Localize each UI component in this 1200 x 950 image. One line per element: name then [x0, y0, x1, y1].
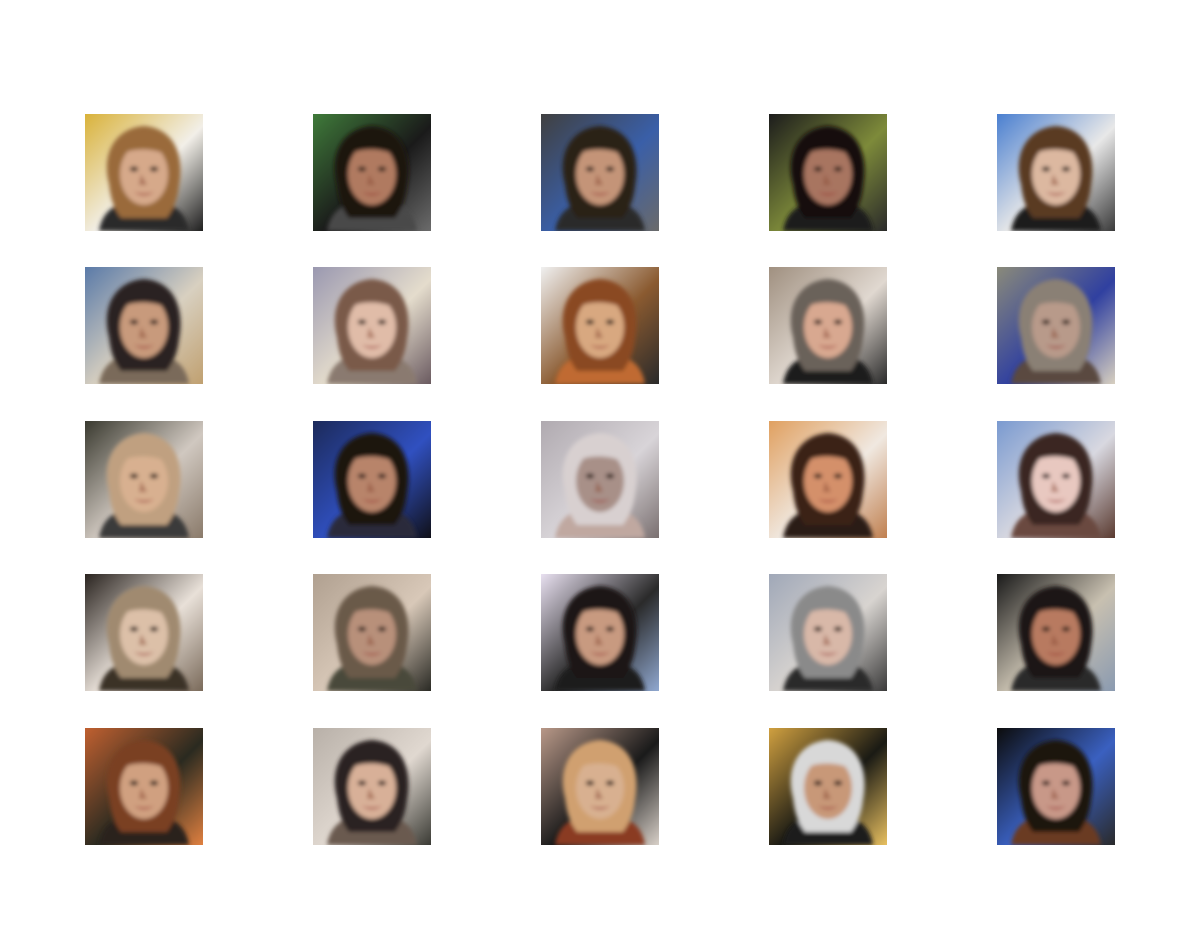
face-sample-14	[769, 421, 887, 538]
face-sample-image	[997, 421, 1115, 538]
face-sample-image	[541, 728, 659, 845]
face-sample-9	[769, 267, 887, 384]
face-sample-image	[85, 114, 203, 231]
face-sample-19	[769, 574, 887, 691]
face-sample-image	[541, 114, 659, 231]
face-sample-image	[769, 267, 887, 384]
face-sample-image	[313, 574, 431, 691]
face-sample-image	[997, 114, 1115, 231]
face-sample-7	[313, 267, 431, 384]
face-sample-24	[769, 728, 887, 845]
face-sample-image	[313, 728, 431, 845]
face-sample-10	[997, 267, 1115, 384]
face-sample-image	[85, 421, 203, 538]
face-sample-image	[541, 267, 659, 384]
face-sample-2	[313, 114, 431, 231]
face-sample-11	[85, 421, 203, 538]
face-sample-23	[541, 728, 659, 845]
face-sample-image	[85, 728, 203, 845]
face-sample-image	[769, 574, 887, 691]
face-sample-image	[313, 114, 431, 231]
face-sample-image	[85, 267, 203, 384]
face-sample-1	[85, 114, 203, 231]
face-sample-3	[541, 114, 659, 231]
face-sample-13	[541, 421, 659, 538]
face-sample-17	[313, 574, 431, 691]
face-sample-25	[997, 728, 1115, 845]
face-sample-4	[769, 114, 887, 231]
face-sample-image	[85, 574, 203, 691]
face-sample-image	[997, 267, 1115, 384]
face-sample-image	[769, 421, 887, 538]
face-sample-image	[769, 114, 887, 231]
face-sample-image	[997, 728, 1115, 845]
face-sample-image	[997, 574, 1115, 691]
face-sample-21	[85, 728, 203, 845]
face-sample-16	[85, 574, 203, 691]
face-sample-18	[541, 574, 659, 691]
face-sample-15	[997, 421, 1115, 538]
face-sample-12	[313, 421, 431, 538]
face-sample-5	[997, 114, 1115, 231]
face-sample-22	[313, 728, 431, 845]
face-sample-image	[313, 267, 431, 384]
face-sample-6	[85, 267, 203, 384]
face-sample-image	[769, 728, 887, 845]
face-sample-20	[997, 574, 1115, 691]
face-sample-image	[541, 421, 659, 538]
face-sample-8	[541, 267, 659, 384]
face-sample-image	[313, 421, 431, 538]
face-sample-image	[541, 574, 659, 691]
